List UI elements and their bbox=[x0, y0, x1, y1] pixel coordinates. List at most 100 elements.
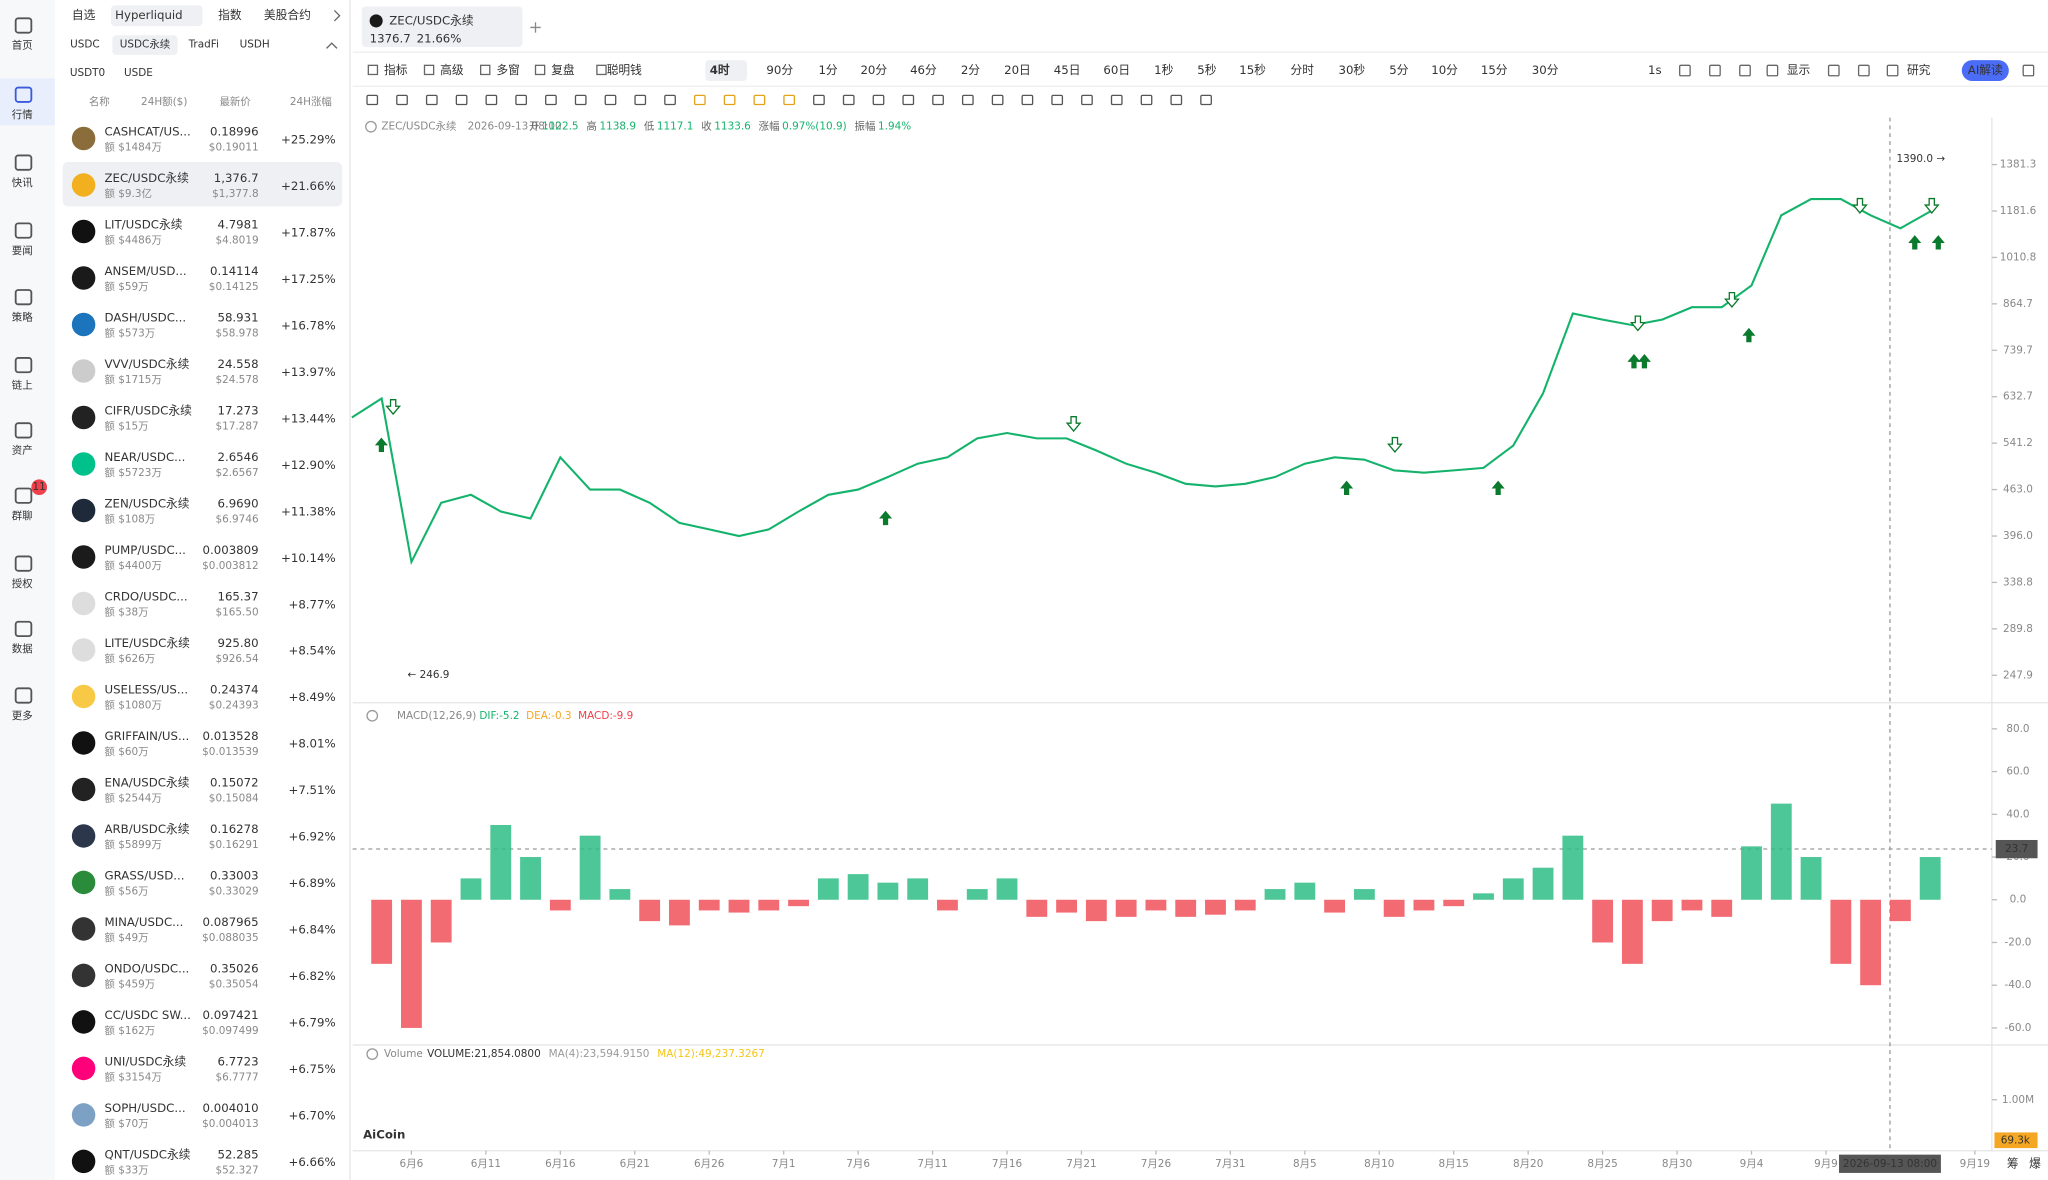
tab[interactable]: 指数 bbox=[218, 8, 242, 22]
subtab[interactable]: USDC永续 bbox=[120, 37, 170, 50]
draw-tool[interactable] bbox=[783, 94, 796, 106]
symbol-name[interactable]: USELESS/US... bbox=[104, 682, 188, 696]
draw-tool[interactable] bbox=[723, 94, 736, 106]
footer-button[interactable]: 筹 bbox=[2007, 1156, 2019, 1170]
draw-tool[interactable] bbox=[1170, 94, 1183, 106]
toolbar-button[interactable]: 研究 bbox=[1907, 63, 1931, 77]
symbol-name[interactable]: PUMP/USDC... bbox=[104, 543, 185, 557]
symbol-name[interactable]: VVV/USDC永续 bbox=[104, 357, 189, 371]
draw-tool[interactable] bbox=[425, 94, 438, 106]
draw-tool[interactable] bbox=[872, 94, 885, 106]
nav-label[interactable]: 行情 bbox=[12, 108, 33, 121]
footer-button[interactable]: 爆 bbox=[2029, 1156, 2041, 1170]
icon[interactable] bbox=[1766, 64, 1779, 77]
subtab[interactable]: USDH bbox=[240, 38, 270, 50]
nav-label[interactable]: 群聊 bbox=[12, 509, 33, 522]
symbol-name[interactable]: ENA/USDC永续 bbox=[104, 775, 189, 789]
subtab[interactable]: TradFi bbox=[188, 38, 219, 50]
tab[interactable]: 自选 bbox=[72, 8, 96, 22]
icon[interactable] bbox=[2022, 64, 2035, 77]
nav-label[interactable]: 策略 bbox=[12, 310, 33, 323]
symbol-name[interactable]: SOPH/USDC... bbox=[104, 1101, 185, 1115]
interval[interactable]: 30秒 bbox=[1338, 63, 1365, 77]
interval[interactable]: 30分 bbox=[1532, 63, 1559, 77]
draw-tool[interactable] bbox=[753, 94, 766, 106]
symbol-name[interactable]: LITE/USDC永续 bbox=[104, 636, 190, 650]
draw-tool[interactable] bbox=[991, 94, 1004, 106]
symbol-name[interactable]: ANSEM/USD... bbox=[104, 264, 186, 278]
symbol-name[interactable]: ZEN/USDC永续 bbox=[104, 496, 189, 510]
nav-label[interactable]: 资产 bbox=[12, 444, 33, 457]
toolbar-button[interactable]: AI解读 bbox=[1968, 63, 2003, 77]
interval[interactable]: 4时 bbox=[710, 63, 730, 77]
draw-tool[interactable] bbox=[455, 94, 468, 106]
interval[interactable]: 60日 bbox=[1103, 63, 1130, 77]
draw-tool[interactable] bbox=[1200, 94, 1212, 106]
column-header[interactable]: 名称 bbox=[89, 95, 110, 108]
interval[interactable]: 5分 bbox=[1389, 63, 1408, 77]
symbol-name[interactable]: ARB/USDC永续 bbox=[104, 822, 189, 836]
interval[interactable]: 10分 bbox=[1431, 63, 1458, 77]
draw-tool[interactable] bbox=[1110, 94, 1123, 106]
icon[interactable] bbox=[1857, 64, 1870, 77]
interval[interactable]: 分时 bbox=[1290, 63, 1314, 77]
subtab[interactable]: USDC bbox=[70, 38, 100, 50]
interval[interactable]: 20日 bbox=[1004, 63, 1031, 77]
draw-tool[interactable] bbox=[1081, 94, 1093, 106]
symbol-name[interactable]: ZEC/USDC永续 bbox=[104, 171, 189, 185]
subtab[interactable]: USDT0 bbox=[70, 67, 105, 79]
draw-tool[interactable] bbox=[396, 94, 408, 106]
draw-tool[interactable] bbox=[634, 94, 647, 106]
ai-button[interactable] bbox=[1961, 60, 2009, 82]
symbol-name[interactable]: UNI/USDC永续 bbox=[104, 1054, 186, 1068]
interval[interactable]: 46分 bbox=[910, 63, 937, 77]
draw-tool[interactable] bbox=[366, 94, 379, 106]
column-header[interactable]: 24H额($) bbox=[141, 95, 187, 108]
nav-label[interactable]: 链上 bbox=[12, 378, 33, 391]
tool[interactable]: 复盘 bbox=[551, 63, 575, 77]
interval[interactable]: 15秒 bbox=[1239, 63, 1266, 77]
nav-label[interactable]: 数据 bbox=[12, 642, 33, 655]
interval[interactable]: 20分 bbox=[860, 63, 887, 77]
draw-tool[interactable] bbox=[545, 94, 557, 106]
symbol-name[interactable]: NEAR/USDC... bbox=[104, 450, 185, 464]
symbol-name[interactable]: ONDO/USDC... bbox=[104, 961, 189, 975]
symbol-name[interactable]: CRDO/USDC... bbox=[104, 589, 187, 603]
column-header[interactable]: 24H涨幅 bbox=[290, 95, 332, 108]
tool[interactable]: 高级 bbox=[440, 63, 464, 77]
interval[interactable]: 5秒 bbox=[1197, 63, 1216, 77]
draw-tool[interactable] bbox=[813, 94, 825, 106]
draw-tool[interactable] bbox=[1021, 94, 1034, 106]
tool[interactable]: 多窗 bbox=[496, 63, 520, 77]
tool[interactable]: 指标 bbox=[384, 63, 408, 77]
nav-label[interactable]: 要闻 bbox=[12, 244, 33, 257]
symbol-name[interactable]: QNT/USDC永续 bbox=[104, 1147, 190, 1161]
interval[interactable]: 2分 bbox=[961, 63, 980, 77]
tab[interactable]: 美股合约 bbox=[264, 8, 311, 22]
draw-tool[interactable] bbox=[842, 94, 855, 106]
symbol-name[interactable]: CASHCAT/US... bbox=[104, 124, 190, 138]
subtab[interactable]: USDE bbox=[124, 67, 153, 79]
symbol-name[interactable]: CC/USDC SW... bbox=[104, 1008, 190, 1022]
symbol-name[interactable]: GRASS/USD... bbox=[104, 868, 184, 882]
symbol-name[interactable]: MINA/USDC... bbox=[104, 915, 183, 929]
interval[interactable]: 45日 bbox=[1054, 63, 1081, 77]
icon[interactable] bbox=[1709, 64, 1721, 77]
symbol-name[interactable]: GRIFFAIN/US... bbox=[104, 729, 189, 743]
interval[interactable]: 90分 bbox=[766, 63, 793, 77]
draw-tool[interactable] bbox=[604, 94, 617, 106]
toolbar-button[interactable]: 1s bbox=[1648, 63, 1662, 77]
symbol-name[interactable]: CIFR/USDC永续 bbox=[104, 403, 192, 417]
nav-label[interactable]: 首页 bbox=[12, 39, 33, 52]
draw-tool[interactable] bbox=[1051, 94, 1064, 106]
icon[interactable] bbox=[1739, 64, 1751, 77]
draw-tool[interactable] bbox=[1140, 94, 1153, 106]
nav-label[interactable]: 更多 bbox=[12, 709, 33, 722]
draw-tool[interactable] bbox=[664, 94, 676, 106]
tab[interactable]: Hyperliquid bbox=[115, 8, 182, 22]
column-header[interactable]: 最新价 bbox=[219, 95, 251, 108]
nav-label[interactable]: 授权 bbox=[12, 577, 33, 590]
draw-tool[interactable] bbox=[485, 94, 498, 106]
nav-label[interactable]: 快讯 bbox=[12, 177, 33, 189]
interval[interactable]: 1秒 bbox=[1154, 63, 1173, 77]
